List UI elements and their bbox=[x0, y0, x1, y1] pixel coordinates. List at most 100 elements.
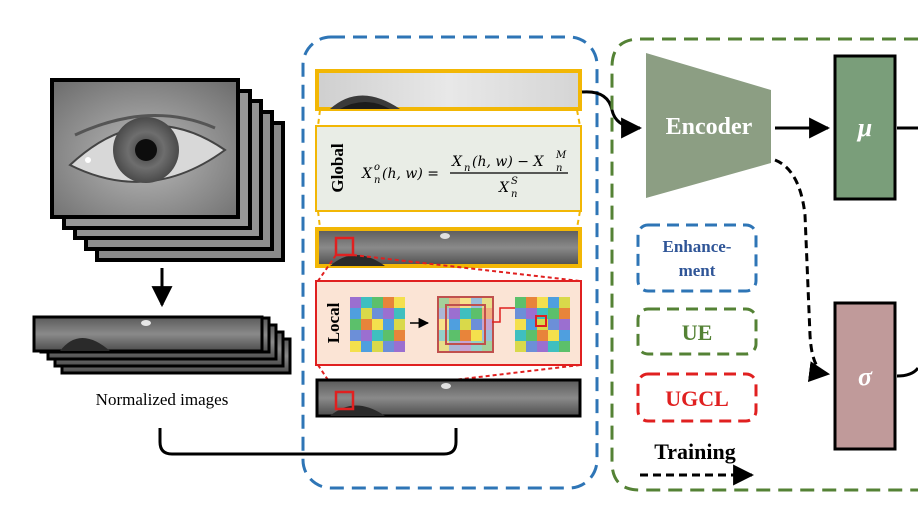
patch-cell bbox=[383, 297, 394, 308]
patch-cell bbox=[350, 341, 361, 352]
patch-cell bbox=[515, 341, 526, 352]
normalized-images-caption: Normalized images bbox=[96, 390, 229, 409]
svg-text:M: M bbox=[555, 150, 567, 161]
local-patch-grid bbox=[350, 297, 405, 352]
patch-cell bbox=[526, 341, 537, 352]
patch-cell bbox=[537, 319, 548, 330]
svg-text:X: X bbox=[451, 154, 463, 170]
local-label: Local bbox=[324, 302, 343, 343]
patch-cell bbox=[559, 330, 570, 341]
patch-cell bbox=[449, 297, 460, 308]
patch-cell bbox=[471, 341, 482, 352]
global-label: Global bbox=[328, 143, 347, 192]
patch-cell bbox=[460, 341, 471, 352]
patch-cell bbox=[449, 308, 460, 319]
patch-cell bbox=[526, 308, 537, 319]
mu-block: μ bbox=[833, 54, 897, 201]
patch-cell bbox=[438, 297, 449, 308]
patch-cell bbox=[438, 330, 449, 341]
patch-cell bbox=[460, 297, 471, 308]
svg-text:n: n bbox=[464, 163, 470, 174]
patch-cell bbox=[438, 341, 449, 352]
patch-cell bbox=[559, 319, 570, 330]
enhanced-image-strip bbox=[315, 69, 582, 111]
global-normalization-box: Global X n o (h, w) = X n (h, w) − X n M… bbox=[315, 125, 582, 212]
patch-cell bbox=[471, 308, 482, 319]
patch-cell bbox=[460, 319, 471, 330]
svg-text:X: X bbox=[361, 166, 373, 182]
patch-cell bbox=[372, 319, 383, 330]
patch-cell bbox=[515, 297, 526, 308]
patch-cell bbox=[361, 297, 372, 308]
patch-cell bbox=[372, 308, 383, 319]
svg-text:(h, w) − X: (h, w) − X bbox=[472, 154, 544, 170]
svg-text:n: n bbox=[374, 175, 380, 186]
patch-cell bbox=[471, 330, 482, 341]
patch-cell bbox=[537, 341, 548, 352]
svg-text:n: n bbox=[556, 163, 562, 174]
eye-image bbox=[50, 78, 240, 219]
sigma-label: σ bbox=[858, 362, 873, 391]
legend-ue: UE bbox=[636, 307, 758, 356]
local-patch-grid-highlighted bbox=[438, 297, 493, 352]
patch-cell bbox=[394, 297, 405, 308]
patch-cell bbox=[559, 297, 570, 308]
patch-cell bbox=[383, 341, 394, 352]
patch-cell bbox=[548, 319, 559, 330]
patch-cell bbox=[361, 341, 372, 352]
svg-text:o: o bbox=[374, 162, 380, 173]
legend-ugcl: UGCL bbox=[636, 372, 758, 423]
global-normalized-strip bbox=[315, 227, 582, 268]
encoder-label: Encoder bbox=[666, 114, 753, 140]
patch-cell bbox=[372, 341, 383, 352]
normalized-image-stack bbox=[32, 315, 292, 375]
mu-label: μ bbox=[856, 113, 872, 142]
legend-enhancement-line2: ment bbox=[679, 261, 716, 280]
patch-cell bbox=[482, 297, 493, 308]
to-sigma-arrow bbox=[774, 158, 831, 383]
patch-cell bbox=[482, 308, 493, 319]
patch-cell bbox=[350, 319, 361, 330]
patch-cell bbox=[548, 341, 559, 352]
patch-cell bbox=[482, 319, 493, 330]
patch-cell bbox=[515, 319, 526, 330]
legend-enhancement: Enhance- ment bbox=[636, 223, 758, 293]
svg-text:n: n bbox=[511, 189, 517, 200]
patch-cell bbox=[383, 308, 394, 319]
svg-text:X: X bbox=[498, 180, 510, 196]
network-module-box bbox=[610, 37, 918, 492]
patch-cell bbox=[526, 330, 537, 341]
patch-cell bbox=[460, 330, 471, 341]
legend-training-label: Training bbox=[654, 439, 736, 464]
to-encoder-arrow bbox=[581, 90, 643, 139]
patch-cell bbox=[537, 308, 548, 319]
patch-cell bbox=[361, 308, 372, 319]
legend-enhancement-line1: Enhance- bbox=[663, 237, 732, 256]
patch-cell bbox=[471, 297, 482, 308]
svg-text:S: S bbox=[511, 176, 518, 187]
input-normalized-strip bbox=[315, 378, 582, 418]
patch-cell bbox=[372, 330, 383, 341]
patch-cell bbox=[394, 330, 405, 341]
patch-cell bbox=[350, 308, 361, 319]
local-crop-marker bbox=[334, 236, 355, 257]
patch-cell bbox=[394, 341, 405, 352]
patch-cell bbox=[394, 308, 405, 319]
patch-cell bbox=[471, 319, 482, 330]
patch-cell bbox=[383, 330, 394, 341]
patch-cell bbox=[515, 330, 526, 341]
patch-cell bbox=[526, 319, 537, 330]
eye-image-stack bbox=[50, 78, 285, 262]
patch-cell bbox=[482, 341, 493, 352]
patch-cell bbox=[361, 319, 372, 330]
patch-cell bbox=[350, 297, 361, 308]
sigma-block: σ bbox=[833, 301, 897, 451]
patch-cell bbox=[438, 319, 449, 330]
local-enhancement-box: Local bbox=[315, 280, 582, 366]
patch-cell bbox=[548, 308, 559, 319]
legend-training: Training bbox=[640, 439, 755, 486]
patch-cell bbox=[548, 330, 559, 341]
patch-cell bbox=[526, 297, 537, 308]
local-patch-grid-result bbox=[515, 297, 570, 352]
patch-cell bbox=[449, 330, 460, 341]
